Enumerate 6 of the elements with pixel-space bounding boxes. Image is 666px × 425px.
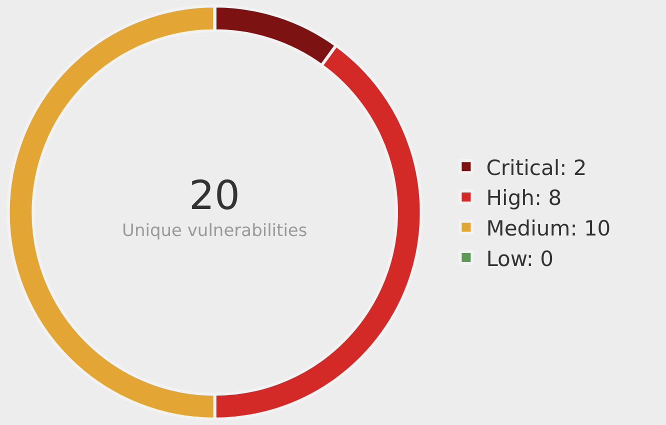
legend-label: High: 8 — [486, 186, 562, 210]
text: 20 — [189, 173, 240, 219]
legend-label: Critical: 2 — [486, 156, 587, 180]
legend-label: Medium: 10 — [486, 216, 611, 240]
legend-label: Low: 0 — [486, 246, 554, 271]
text: Unique vulnerabilities — [122, 221, 308, 241]
